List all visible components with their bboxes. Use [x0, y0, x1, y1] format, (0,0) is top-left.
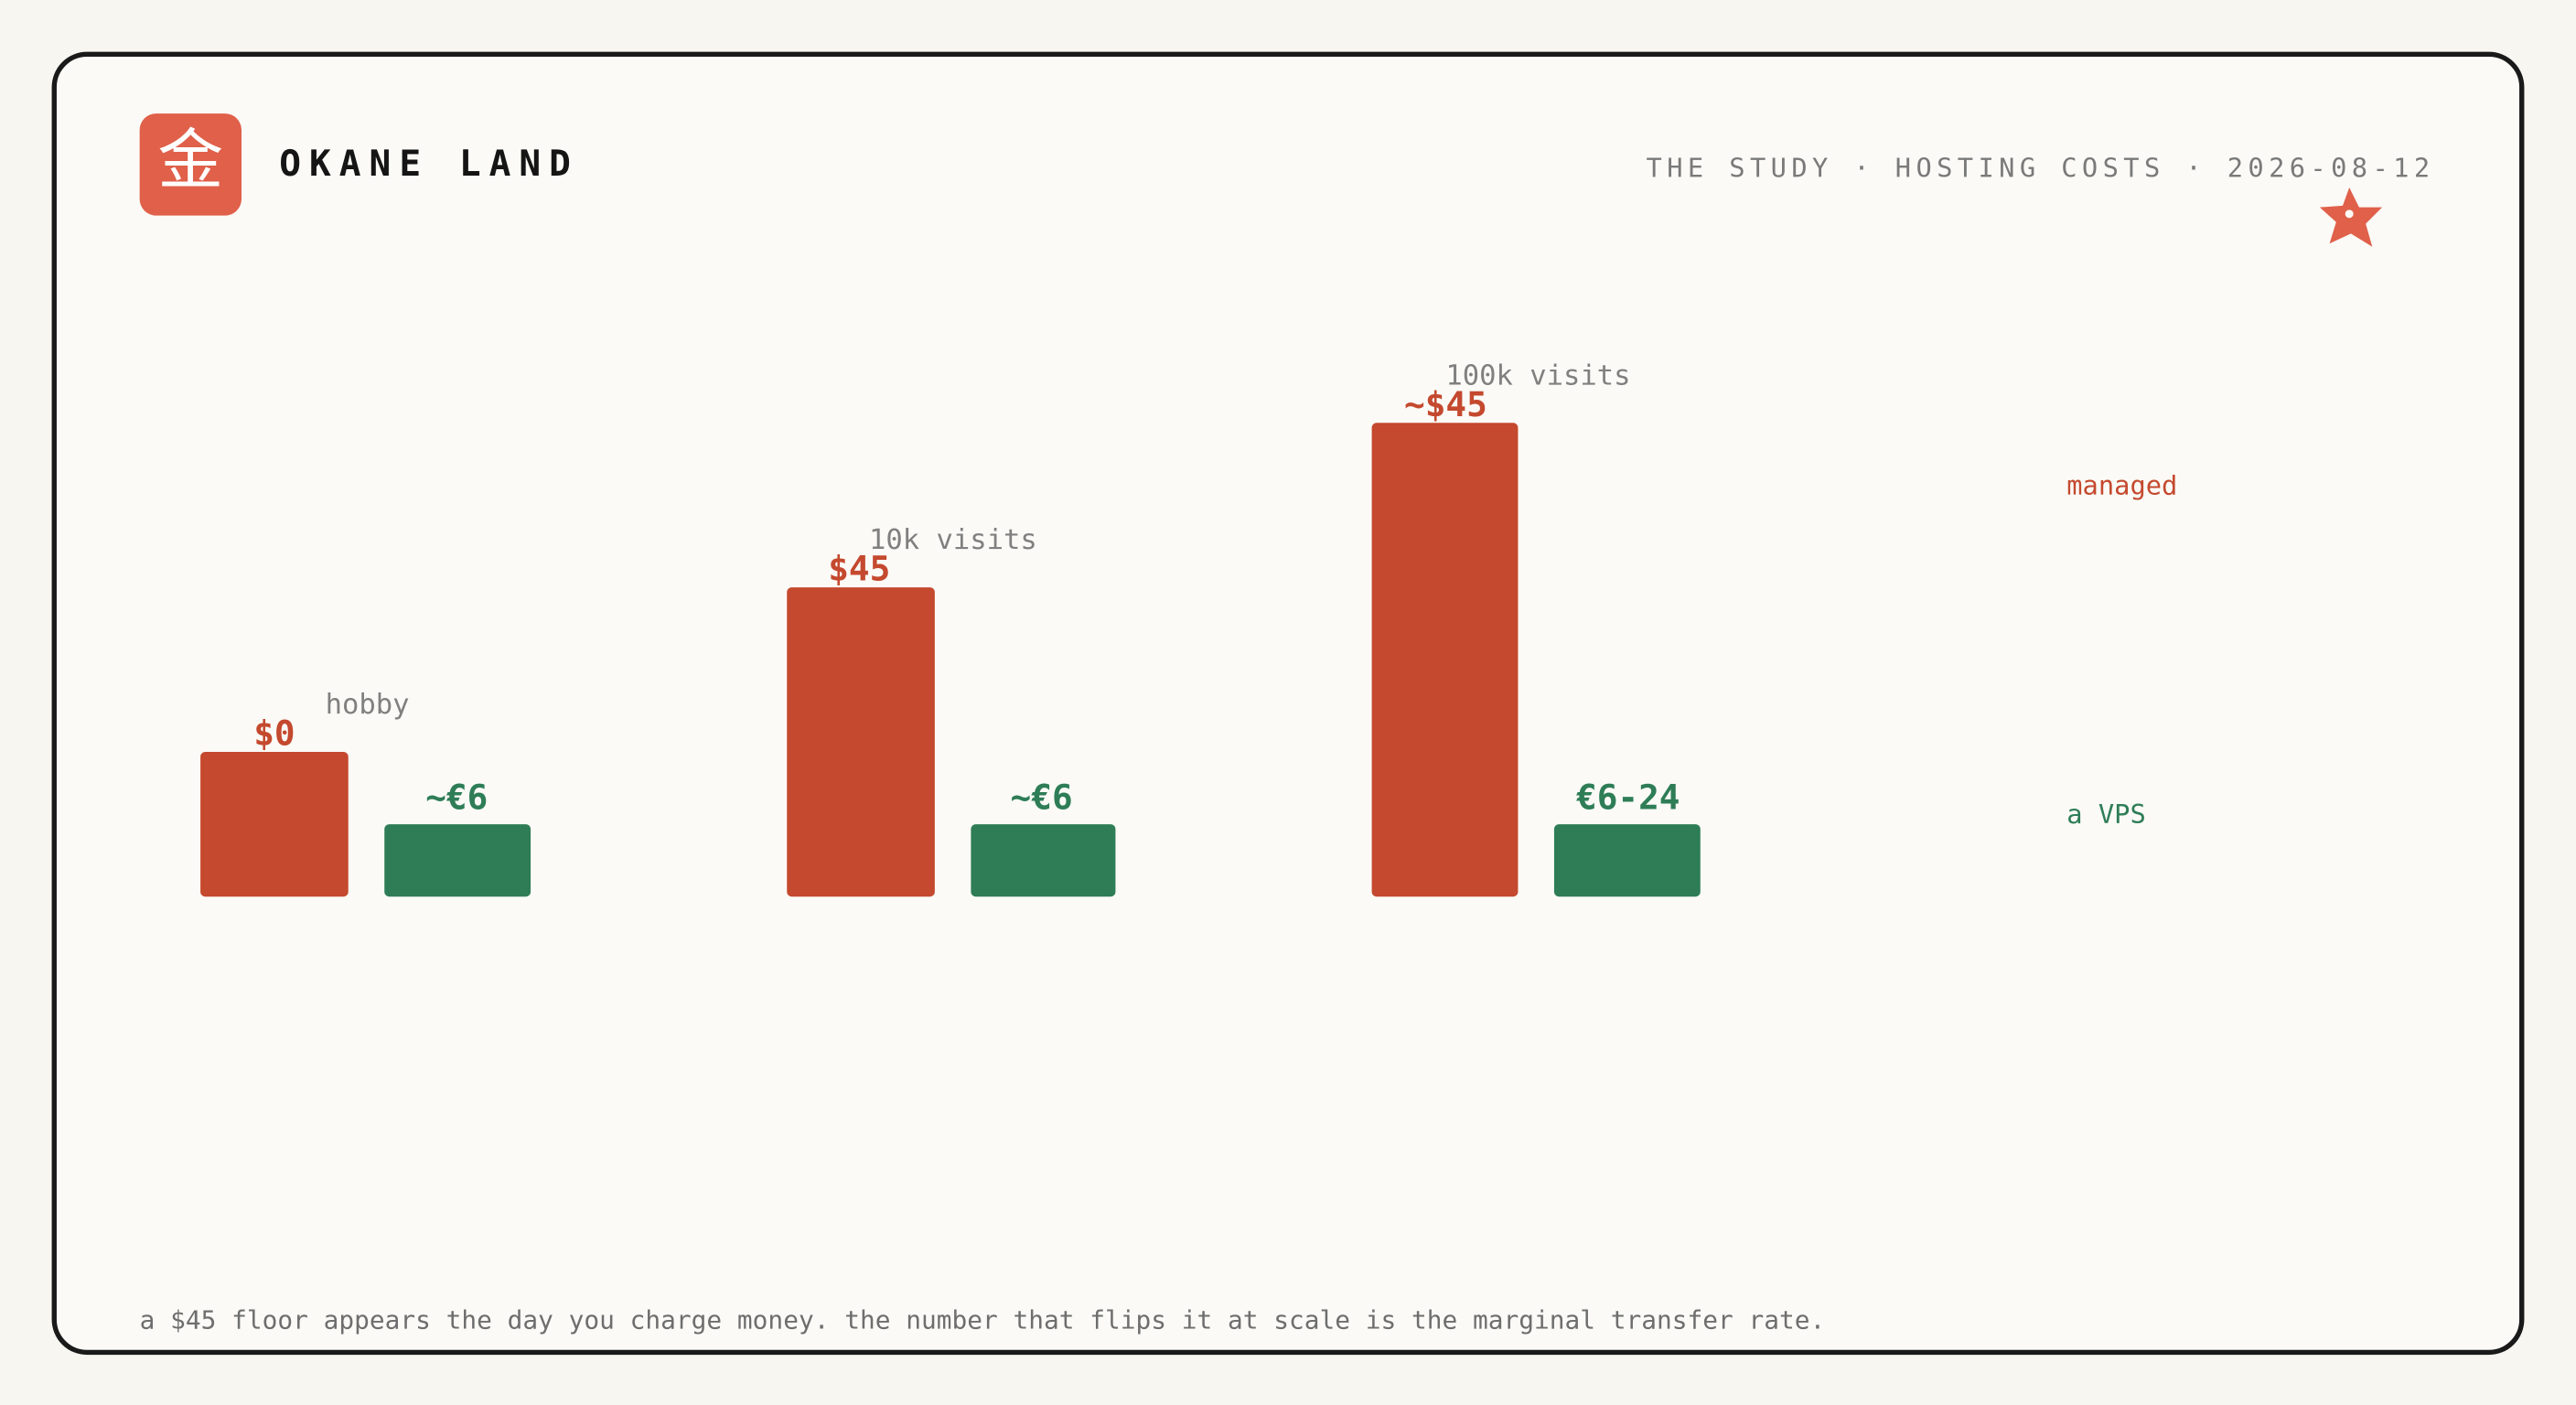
group-label: 100k visits — [1445, 359, 1630, 391]
legend-vps: a VPS — [2066, 799, 2145, 830]
footnote: a $45 floor appears the day you charge m… — [140, 1304, 1826, 1335]
header-meta: THE STUDY · HOSTING COSTS · 2026-08-12 — [1647, 152, 2435, 183]
value-label-vps: ~€6 — [425, 778, 488, 818]
bar-managed — [200, 751, 349, 897]
group-label: hobby — [326, 689, 410, 721]
value-label-vps: ~€6 — [1011, 778, 1073, 818]
logo — [139, 113, 242, 216]
bar-managed — [1371, 423, 1519, 897]
value-label-managed: $45 — [828, 549, 890, 589]
card — [51, 51, 2525, 1356]
bar-vps — [971, 824, 1116, 897]
bar-vps — [1553, 824, 1701, 897]
legend-managed: managed — [2066, 469, 2177, 500]
bar-vps — [384, 824, 531, 897]
brand: OKANE LAND — [279, 143, 579, 185]
value-label-managed: ~$45 — [1404, 384, 1487, 424]
star-eye — [2345, 209, 2354, 219]
group-label: 10k visits — [869, 524, 1037, 556]
value-label-vps: €6-24 — [1576, 778, 1680, 818]
value-label-managed: $0 — [253, 713, 295, 753]
logo-glyph: 金 — [157, 122, 223, 198]
bar-managed — [787, 587, 935, 897]
